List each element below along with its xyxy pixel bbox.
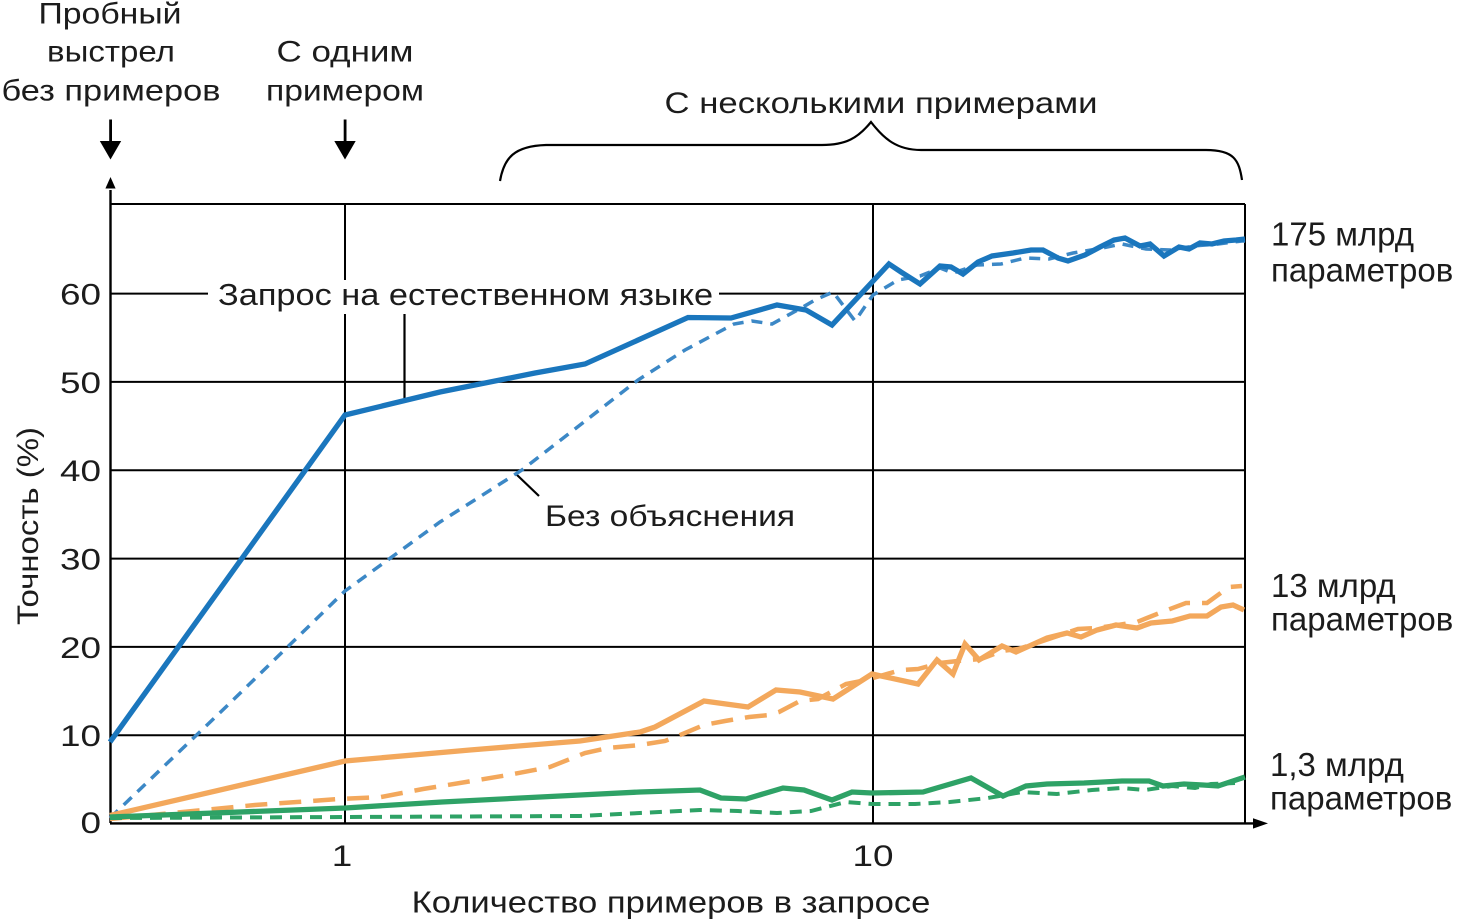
svg-text:Количество примеров в запросе: Количество примеров в запросе [412,884,931,919]
svg-text:40: 40 [60,455,101,488]
svg-text:С несколькими примерами: С несколькими примерами [665,86,1098,119]
svg-text:примером: примером [266,73,424,107]
svg-text:параметров: параметров [1271,251,1453,288]
svg-text:50: 50 [60,367,101,400]
svg-text:выстрел: выстрел [47,34,175,68]
svg-text:1,3 млрд: 1,3 млрд [1270,746,1404,783]
svg-text:10: 10 [852,840,893,873]
svg-text:60: 60 [60,279,101,312]
svg-text:Пробный: Пробный [39,0,182,30]
svg-text:параметров: параметров [1270,780,1452,817]
svg-text:175 млрд: 175 млрд [1271,216,1414,253]
svg-text:0: 0 [80,807,101,840]
svg-text:Без объяснения: Без объяснения [545,499,795,533]
svg-text:без примеров: без примеров [2,73,221,106]
svg-text:10: 10 [60,720,101,753]
svg-text:1: 1 [332,840,353,873]
svg-text:параметров: параметров [1271,601,1453,638]
svg-text:30: 30 [60,544,101,577]
svg-text:Запрос на естественном языке: Запрос на естественном языке [218,277,713,312]
svg-text:Точность (%): Точность (%) [10,427,44,625]
svg-text:20: 20 [60,632,101,665]
svg-text:13 млрд: 13 млрд [1271,567,1396,604]
svg-text:С одним: С одним [277,35,414,68]
